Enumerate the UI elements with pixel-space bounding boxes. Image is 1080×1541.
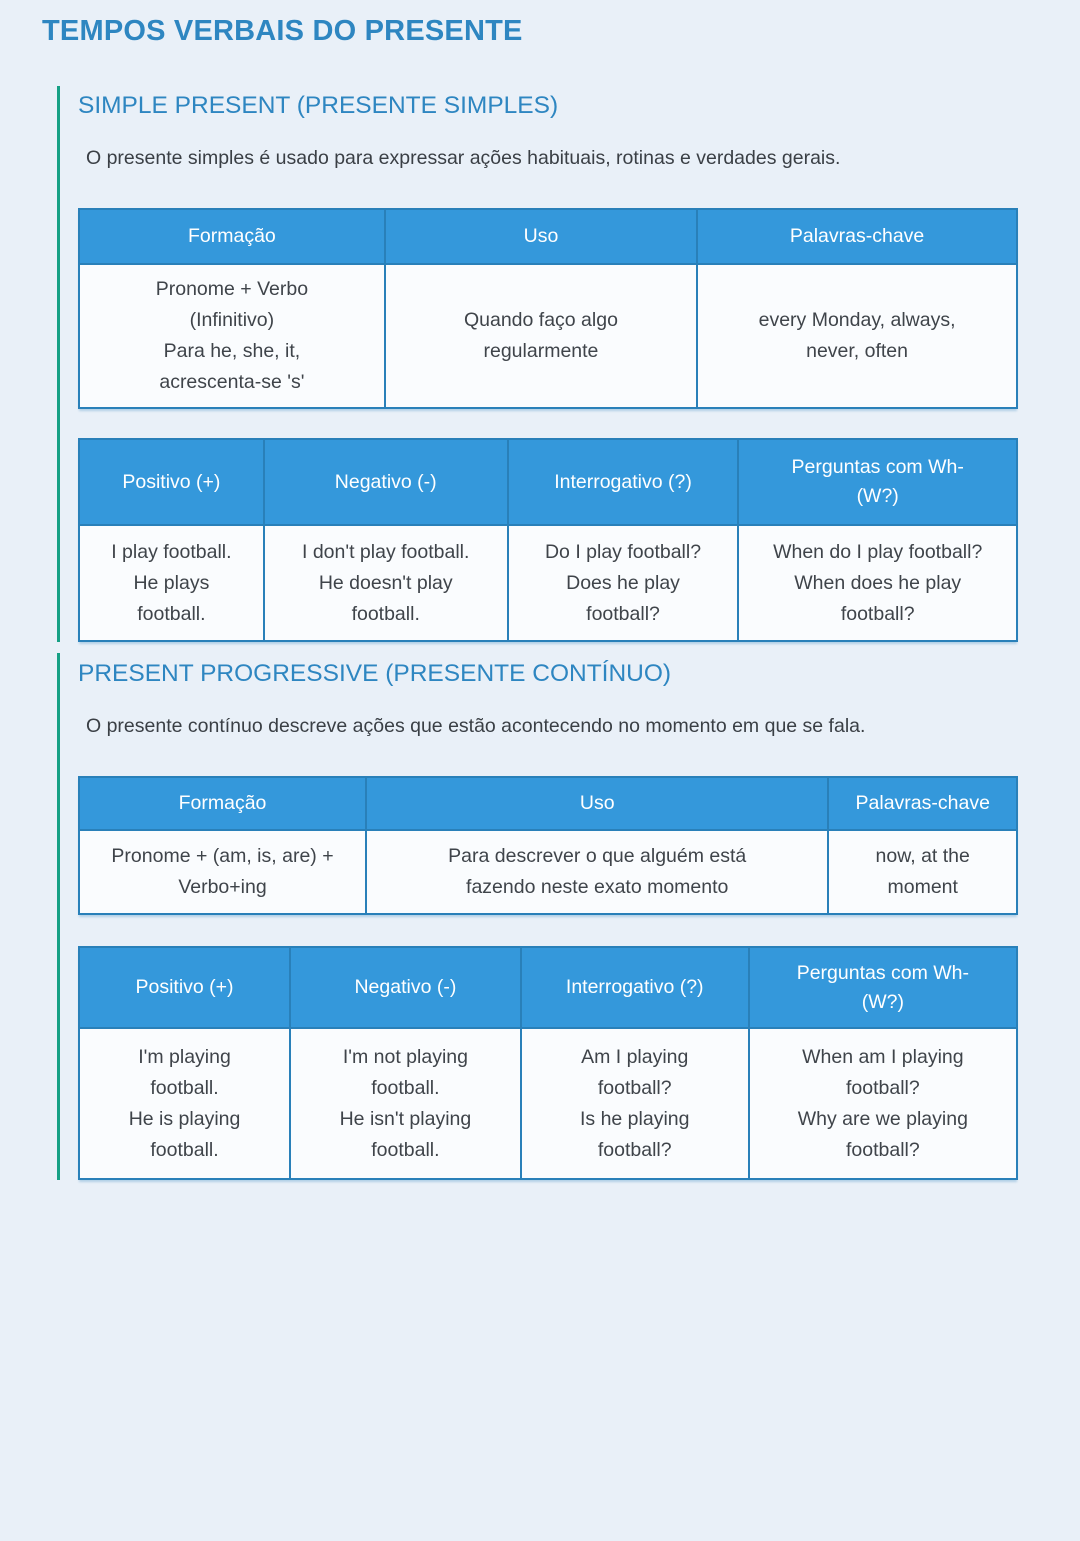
- cell-interrogativo: Do I play football? Does he play footbal…: [506, 524, 740, 642]
- cell-formacao: Pronome + (am, is, are) + Verbo+ing: [77, 829, 368, 915]
- formation-table-present-progressive: Formação Uso Palavras-chave Pronome + (a…: [77, 776, 1018, 915]
- cell-positivo: I play football. He plays football.: [78, 524, 265, 642]
- cell-palavras-chave: every Monday, always, never, often: [696, 263, 1018, 409]
- cell-perguntas-wh: When am I playing football? Why are we p…: [747, 1027, 1019, 1180]
- column-header-palavras-chave: Palavras-chave: [827, 776, 1018, 831]
- column-header-uso: Uso: [383, 208, 699, 265]
- column-header-palavras-chave: Palavras-chave: [696, 208, 1018, 265]
- section-simple-present: SIMPLE PRESENT (PRESENTE SIMPLES) O pres…: [57, 86, 1018, 642]
- cell-palavras-chave: now, at the moment: [827, 829, 1018, 915]
- column-header-negativo: Negativo (-): [289, 946, 522, 1029]
- page-title: TEMPOS VERBAIS DO PRESENTE: [42, 15, 523, 47]
- section-heading: PRESENT PROGRESSIVE (PRESENTE CONTÍNUO): [78, 660, 672, 687]
- cell-uso: Quando faço algo regularmente: [383, 263, 699, 409]
- cell-negativo: I'm not playing football. He isn't playi…: [289, 1027, 522, 1180]
- table-header-row: Formação Uso Palavras-chave: [78, 208, 1018, 265]
- column-header-perguntas-wh: Perguntas com Wh- (W?): [747, 946, 1019, 1029]
- table-header-row: Positivo (+) Negativo (-) Interrogativo …: [77, 946, 1019, 1029]
- table-header-row: Positivo (+) Negativo (-) Interrogativo …: [78, 438, 1018, 526]
- cell-positivo: I'm playing football. He is playing foot…: [77, 1027, 292, 1180]
- cell-perguntas-wh: When do I play football? When does he pl…: [737, 524, 1018, 642]
- cell-negativo: I don't play football. He doesn't play f…: [262, 524, 509, 642]
- cell-formacao: Pronome + Verbo (Infinitivo) Para he, sh…: [78, 263, 386, 409]
- examples-table-simple-present: Positivo (+) Negativo (-) Interrogativo …: [78, 438, 1018, 642]
- column-header-uso: Uso: [365, 776, 830, 831]
- cell-uso: Para descrever o que alguém está fazendo…: [365, 829, 830, 915]
- table-row: I'm playing football. He is playing foot…: [77, 1027, 1019, 1180]
- section-description: O presente contínuo descreve ações que e…: [86, 715, 866, 737]
- column-header-positivo: Positivo (+): [78, 438, 265, 526]
- worksheet-page: TEMPOS VERBAIS DO PRESENTE SIMPLE PRESEN…: [0, 14, 1080, 1180]
- column-header-perguntas-wh: Perguntas com Wh- (W?): [737, 438, 1018, 526]
- column-header-formacao: Formação: [78, 208, 386, 265]
- section-heading: SIMPLE PRESENT (PRESENTE SIMPLES): [78, 92, 559, 119]
- formation-table-simple-present: Formação Uso Palavras-chave Pronome + Ve…: [78, 208, 1018, 409]
- table-row: Pronome + Verbo (Infinitivo) Para he, sh…: [78, 263, 1018, 409]
- cell-interrogativo: Am I playing football? Is he playing foo…: [519, 1027, 750, 1180]
- section-description: O presente simples é usado para expressa…: [86, 147, 841, 169]
- examples-table-present-progressive: Positivo (+) Negativo (-) Interrogativo …: [77, 946, 1019, 1180]
- column-header-positivo: Positivo (+): [77, 946, 292, 1029]
- table-row: I play football. He plays football. I do…: [78, 524, 1018, 642]
- column-header-interrogativo: Interrogativo (?): [519, 946, 750, 1029]
- table-header-row: Formação Uso Palavras-chave: [77, 776, 1018, 831]
- table-row: Pronome + (am, is, are) + Verbo+ing Para…: [77, 829, 1018, 915]
- column-header-negativo: Negativo (-): [262, 438, 509, 526]
- column-header-formacao: Formação: [77, 776, 368, 831]
- section-present-progressive: PRESENT PROGRESSIVE (PRESENTE CONTÍNUO) …: [57, 653, 1019, 1180]
- column-header-interrogativo: Interrogativo (?): [506, 438, 740, 526]
